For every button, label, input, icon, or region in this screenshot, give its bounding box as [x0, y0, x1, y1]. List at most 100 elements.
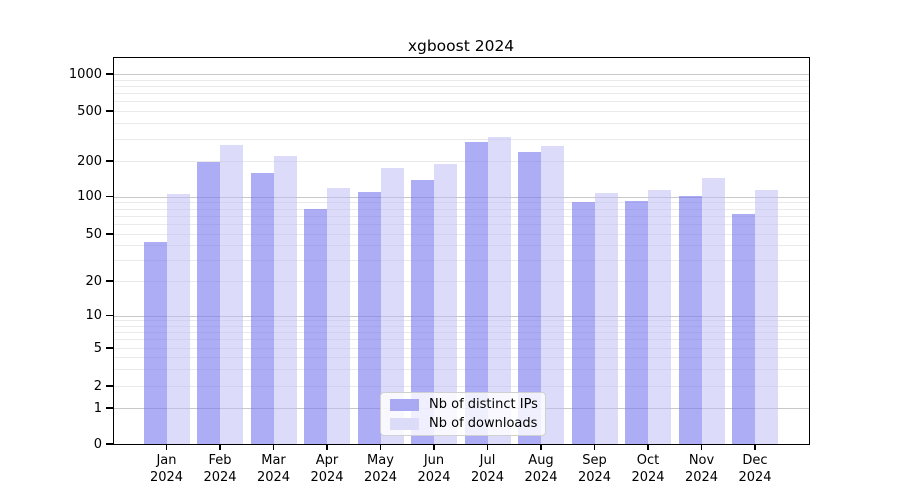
bar-downloads-may	[380, 167, 404, 444]
y-tick-2	[106, 385, 113, 387]
gridline-minor-4	[114, 357, 809, 359]
gridline-minor-2	[114, 386, 809, 387]
gridline-major-100	[114, 196, 809, 198]
bar-distinct-ips-aug	[518, 151, 541, 444]
y-tick-20	[106, 280, 113, 282]
bar-downloads-jul	[487, 137, 511, 444]
gridline-minor-70	[114, 215, 809, 217]
gridline-minor-40	[114, 245, 809, 247]
bar-distinct-ips-oct	[625, 200, 648, 444]
legend-swatch-downloads	[390, 417, 419, 430]
gridline-minor-400	[114, 123, 809, 125]
bar-distinct-ips-may	[357, 191, 381, 444]
x-tick-label-oct: Oct 2024	[631, 453, 665, 485]
y-tick-label-5: 5	[93, 340, 102, 356]
legend-entry-distinct-ips: Nb of distinct IPs	[390, 397, 538, 412]
x-tick-apr	[326, 444, 328, 450]
y-tick-1	[106, 407, 113, 409]
gridline-minor-3	[114, 369, 809, 371]
gridline-minor-6	[114, 339, 809, 341]
bar-distinct-ips-dec	[732, 214, 755, 444]
x-tick-jan	[165, 444, 168, 450]
bar-downloads-oct	[648, 189, 671, 444]
y-tick-label-50: 50	[85, 226, 102, 242]
bar-distinct-ips-jul	[464, 142, 488, 444]
x-tick-label-apr: Apr 2024	[310, 453, 344, 485]
x-tick-label-mar: Mar 2024	[256, 453, 291, 485]
y-tick-label-1: 1	[93, 400, 102, 416]
gridline-minor-9	[114, 320, 809, 322]
y-tick-10	[106, 314, 113, 317]
legend-swatch-distinct-ips	[390, 398, 419, 411]
bar-downloads-nov	[701, 178, 725, 444]
x-tick-jul	[486, 444, 489, 450]
y-tick-500	[106, 110, 113, 112]
y-tick-label-1000: 1000	[68, 66, 102, 82]
x-tick-label-may: May 2024	[363, 453, 398, 485]
gridline-minor-7	[114, 332, 809, 334]
bar-downloads-feb	[220, 144, 243, 444]
x-tick-feb	[219, 444, 221, 450]
plot-area: Nb of distinct IPs Nb of downloads	[113, 57, 810, 445]
x-tick-label-nov: Nov 2024	[684, 453, 719, 485]
x-tick-jun	[433, 444, 435, 450]
x-tick-label-sep: Sep 2024	[577, 453, 612, 485]
legend: Nb of distinct IPs Nb of downloads	[380, 392, 546, 436]
bar-distinct-ips-jun	[411, 180, 434, 444]
gridline-minor-90	[114, 202, 809, 204]
bar-distinct-ips-nov	[678, 196, 702, 444]
y-tick-label-500: 500	[77, 103, 102, 119]
x-tick-mar	[272, 444, 275, 450]
bar-distinct-ips-apr	[304, 209, 327, 444]
gridline-minor-300	[114, 138, 809, 140]
chart-title: xgboost 2024	[407, 37, 515, 55]
y-tick-label-0: 0	[93, 436, 102, 452]
legend-label-distinct-ips: Nb of distinct IPs	[429, 397, 538, 412]
bar-downloads-mar	[273, 155, 297, 444]
y-tick-label-2: 2	[93, 378, 102, 394]
gridline-major-1000	[114, 74, 809, 76]
bar-distinct-ips-feb	[197, 162, 220, 444]
x-tick-label-jun: Jun 2024	[417, 453, 451, 485]
gridline-minor-600	[114, 101, 809, 103]
legend-label-downloads: Nb of downloads	[429, 416, 538, 431]
y-tick-50	[106, 233, 113, 235]
x-tick-label-jan: Jan 2024	[149, 453, 184, 485]
bar-distinct-ips-mar	[250, 173, 274, 444]
bar-downloads-dec	[755, 189, 778, 444]
y-tick-1000	[106, 73, 113, 75]
x-tick-label-feb: Feb 2024	[203, 453, 237, 485]
bar-downloads-sep	[594, 193, 618, 444]
y-tick-5	[106, 347, 113, 349]
bar-downloads-jan	[166, 194, 190, 444]
x-tick-oct	[647, 444, 649, 450]
gridline-major-10	[114, 315, 809, 317]
gridline-minor-5	[114, 348, 809, 349]
x-tick-label-jul: Jul 2024	[470, 453, 505, 485]
bar-downloads-jun	[434, 163, 457, 444]
y-tick-label-200: 200	[77, 153, 102, 169]
y-tick-label-20: 20	[85, 273, 102, 289]
bar-downloads-apr	[327, 188, 350, 444]
x-tick-label-dec: Dec 2024	[738, 453, 772, 485]
x-tick-may	[379, 444, 382, 450]
y-tick-label-100: 100	[77, 189, 102, 205]
bar-distinct-ips-sep	[571, 201, 595, 444]
bar-downloads-aug	[541, 146, 564, 444]
gridline-minor-900	[114, 79, 809, 81]
gridline-minor-20	[114, 281, 809, 282]
gridline-minor-8	[114, 325, 809, 327]
x-tick-dec	[754, 444, 756, 450]
x-tick-aug	[540, 444, 542, 450]
gridline-minor-500	[114, 111, 809, 112]
y-tick-label-10: 10	[85, 308, 102, 323]
y-tick-200	[106, 160, 113, 162]
x-tick-nov	[700, 444, 703, 450]
y-tick-0	[106, 443, 113, 445]
gridline-minor-30	[114, 260, 809, 262]
x-tick-label-aug: Aug 2024	[524, 453, 558, 485]
x-tick-sep	[593, 444, 596, 450]
gridline-minor-700	[114, 93, 809, 95]
legend-entry-downloads: Nb of downloads	[390, 416, 538, 431]
